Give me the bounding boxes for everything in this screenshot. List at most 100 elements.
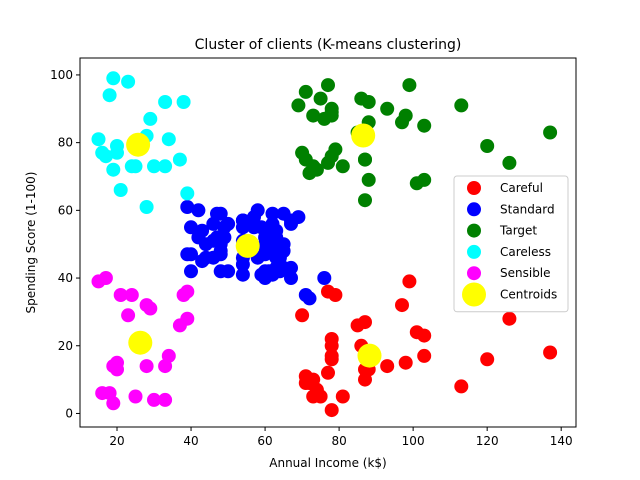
data-point-0-27 — [402, 274, 417, 289]
data-point-2-5 — [306, 108, 321, 123]
data-point-4-12 — [139, 359, 154, 374]
data-point-1-4 — [184, 247, 198, 262]
data-point-3-0 — [91, 132, 106, 147]
data-point-3-16 — [158, 159, 173, 174]
data-point-4-7 — [110, 362, 124, 377]
legend-label-careful: Careful — [500, 181, 543, 195]
data-point-3-13 — [139, 200, 154, 214]
data-point-2-10 — [321, 78, 335, 93]
data-point-0-19 — [358, 315, 372, 330]
data-point-0-34 — [543, 345, 558, 360]
data-point-0-13 — [324, 352, 339, 367]
data-point-2-25 — [361, 172, 376, 187]
data-point-1-0 — [180, 200, 195, 214]
data-point-1-2 — [184, 220, 198, 235]
data-point-0-12 — [324, 338, 339, 353]
x-tick-label: 20 — [109, 434, 124, 448]
data-point-2-2 — [298, 84, 313, 99]
data-point-2-21 — [358, 193, 372, 208]
x-tick-label: 60 — [257, 434, 272, 448]
x-tick-label: 120 — [476, 434, 499, 448]
y-axis-ticks: 0 20 40 60 80 100 — [50, 68, 80, 420]
y-tick-label: 80 — [58, 136, 73, 150]
y-tick-label: 40 — [58, 271, 73, 285]
data-point-1-68 — [284, 271, 298, 285]
data-point-2-32 — [417, 172, 432, 187]
data-point-1-35 — [250, 203, 265, 218]
legend-marker-careful — [467, 181, 481, 195]
data-point-3-21 — [180, 186, 195, 201]
data-point-0-24 — [380, 359, 395, 374]
data-point-3-20 — [176, 95, 191, 109]
data-point-1-31 — [235, 213, 250, 228]
data-point-4-4 — [106, 396, 121, 411]
data-point-4-18 — [161, 348, 176, 363]
data-point-2-15 — [324, 105, 339, 120]
legend-marker-target — [467, 223, 481, 238]
data-point-3-7 — [110, 139, 124, 153]
data-point-4-9 — [121, 308, 136, 323]
x-tick-label: 40 — [183, 434, 198, 448]
data-point-3-19 — [172, 152, 187, 167]
data-point-2-7 — [309, 162, 324, 177]
data-point-1-62 — [276, 237, 291, 252]
data-point-1-3 — [184, 264, 198, 279]
data-point-1-69 — [291, 210, 306, 225]
data-point-1-22 — [217, 230, 232, 245]
data-point-2-26 — [380, 101, 395, 116]
data-point-0-15 — [328, 288, 343, 302]
y-tick-label: 100 — [50, 68, 73, 82]
data-point-4-15 — [147, 392, 161, 407]
data-points — [91, 71, 558, 418]
data-point-0-14 — [324, 403, 339, 418]
y-tick-label: 60 — [58, 203, 73, 217]
legend-label-sensible: Sensible — [500, 266, 551, 280]
x-tick-label: 140 — [550, 434, 573, 448]
legend: Careful Standard Target Careless Sensible Cen… — [453, 175, 569, 313]
legend-marker-standard — [467, 202, 481, 217]
x-tick-label: 100 — [402, 434, 425, 448]
data-point-4-14 — [143, 301, 158, 316]
data-point-1-49 — [265, 206, 280, 221]
x-axis-label: Annual Income (k$) — [269, 456, 386, 470]
data-point-4-16 — [158, 392, 173, 407]
data-point-2-28 — [398, 108, 413, 123]
legend-label-careless: Careless — [500, 245, 551, 259]
data-point-0-7 — [313, 389, 328, 404]
data-point-4-22 — [180, 311, 195, 326]
data-point-0-31 — [454, 379, 469, 394]
data-point-3-8 — [113, 183, 128, 197]
data-point-1-24 — [221, 216, 236, 231]
chart-title: Cluster of clients (K-means clustering) — [195, 37, 462, 53]
data-point-0-26 — [398, 355, 413, 370]
data-point-4-8 — [113, 288, 128, 302]
data-point-1-25 — [221, 264, 236, 279]
data-point-2-29 — [402, 78, 417, 93]
legend-label-standard: Standard — [500, 202, 555, 216]
data-point-2-17 — [335, 159, 350, 174]
data-point-1-72 — [317, 271, 332, 285]
data-point-4-10 — [124, 288, 139, 302]
centroid-point-5-2 — [235, 233, 260, 258]
legend-marker-centroids — [462, 282, 486, 307]
data-point-3-17 — [158, 95, 173, 109]
legend-label-centroids: Centroids — [500, 288, 557, 302]
data-point-1-29 — [235, 267, 250, 282]
data-point-2-31 — [417, 118, 432, 133]
data-point-0-16 — [335, 389, 350, 404]
data-point-4-11 — [128, 389, 143, 404]
centroid-point-5-0 — [351, 123, 376, 148]
data-point-1-6 — [191, 203, 206, 218]
data-point-2-16 — [328, 142, 343, 157]
data-point-4-21 — [180, 284, 195, 299]
data-point-4-2 — [98, 271, 113, 285]
data-point-2-36 — [543, 125, 558, 140]
data-point-2-8 — [313, 91, 328, 106]
centroid-point-5-3 — [126, 132, 151, 157]
legend-marker-careless — [467, 244, 481, 259]
x-axis-ticks: 20 40 60 80 100 120 140 — [109, 427, 573, 448]
centroid-point-5-1 — [357, 343, 382, 368]
data-point-3-4 — [106, 162, 121, 177]
data-point-3-11 — [128, 159, 143, 174]
